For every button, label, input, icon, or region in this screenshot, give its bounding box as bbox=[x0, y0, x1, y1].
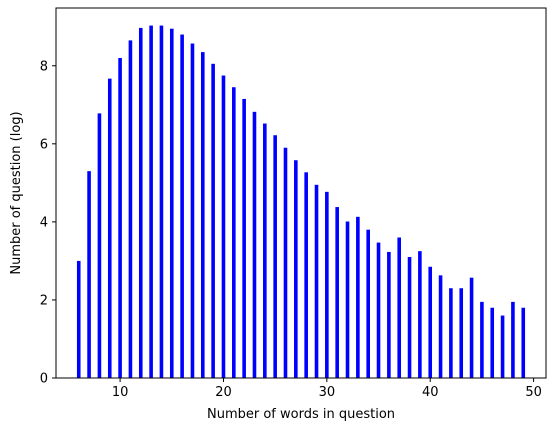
x-tick-label: 40 bbox=[422, 385, 439, 400]
bars-group bbox=[76, 25, 526, 379]
bar-30 bbox=[325, 191, 329, 378]
x-tick-label: 10 bbox=[112, 385, 129, 400]
bar-14 bbox=[159, 25, 164, 379]
bar-46 bbox=[490, 307, 495, 378]
bar-6 bbox=[76, 260, 81, 378]
bar-40 bbox=[428, 266, 433, 378]
plot-frame bbox=[55, 7, 547, 379]
bar-42 bbox=[449, 288, 453, 378]
bar-43 bbox=[459, 288, 464, 378]
bar-32 bbox=[345, 221, 350, 378]
bar-7 bbox=[87, 171, 91, 378]
bar-20 bbox=[221, 75, 226, 379]
bar-9 bbox=[107, 78, 112, 378]
bar-39 bbox=[418, 251, 422, 378]
bar-45 bbox=[480, 301, 484, 378]
bar-38 bbox=[407, 257, 412, 378]
bar-27 bbox=[294, 160, 298, 378]
bar-17 bbox=[190, 43, 195, 379]
bar-16 bbox=[180, 34, 184, 378]
bar-47 bbox=[500, 315, 505, 378]
y-axis-label: Number of question (log) bbox=[9, 111, 24, 274]
x-tick-label: 30 bbox=[319, 385, 336, 400]
y-tick-label: 8 bbox=[40, 59, 48, 74]
bar-15 bbox=[169, 28, 174, 378]
bar-13 bbox=[149, 25, 153, 379]
bar-44 bbox=[469, 277, 474, 378]
x-axis-label: Number of words in question bbox=[207, 407, 395, 422]
bar-24 bbox=[263, 123, 267, 378]
bar-37 bbox=[397, 237, 402, 378]
x-tick-label: 50 bbox=[525, 385, 542, 400]
bar-8 bbox=[97, 113, 102, 378]
bar-35 bbox=[376, 242, 381, 378]
bar-18 bbox=[200, 52, 205, 378]
bar-26 bbox=[283, 147, 288, 378]
bar-33 bbox=[356, 216, 360, 378]
bar-29 bbox=[314, 184, 319, 378]
y-tick-label: 0 bbox=[40, 372, 48, 387]
y-tick-label: 2 bbox=[40, 293, 48, 308]
bar-34 bbox=[366, 229, 370, 378]
x-axis-ticks: 10 20 30 40 50 bbox=[112, 378, 542, 400]
bar-41 bbox=[438, 275, 443, 378]
bar-28 bbox=[304, 172, 308, 378]
bar-21 bbox=[232, 87, 236, 378]
y-tick-label: 4 bbox=[40, 215, 48, 230]
bar-10 bbox=[118, 57, 122, 379]
bar-22 bbox=[242, 98, 246, 378]
bar-36 bbox=[387, 251, 391, 378]
bar-23 bbox=[252, 111, 257, 378]
bar-49 bbox=[521, 307, 526, 378]
bar-25 bbox=[273, 135, 277, 378]
bar-48 bbox=[511, 301, 515, 378]
bar-19 bbox=[211, 63, 215, 379]
bar-31 bbox=[335, 207, 339, 378]
y-tick-label: 6 bbox=[40, 137, 48, 152]
x-tick-label: 20 bbox=[215, 385, 232, 400]
y-axis-ticks: 0 2 4 6 8 bbox=[40, 59, 56, 387]
bar-11 bbox=[128, 40, 133, 378]
bar-12 bbox=[138, 27, 143, 378]
